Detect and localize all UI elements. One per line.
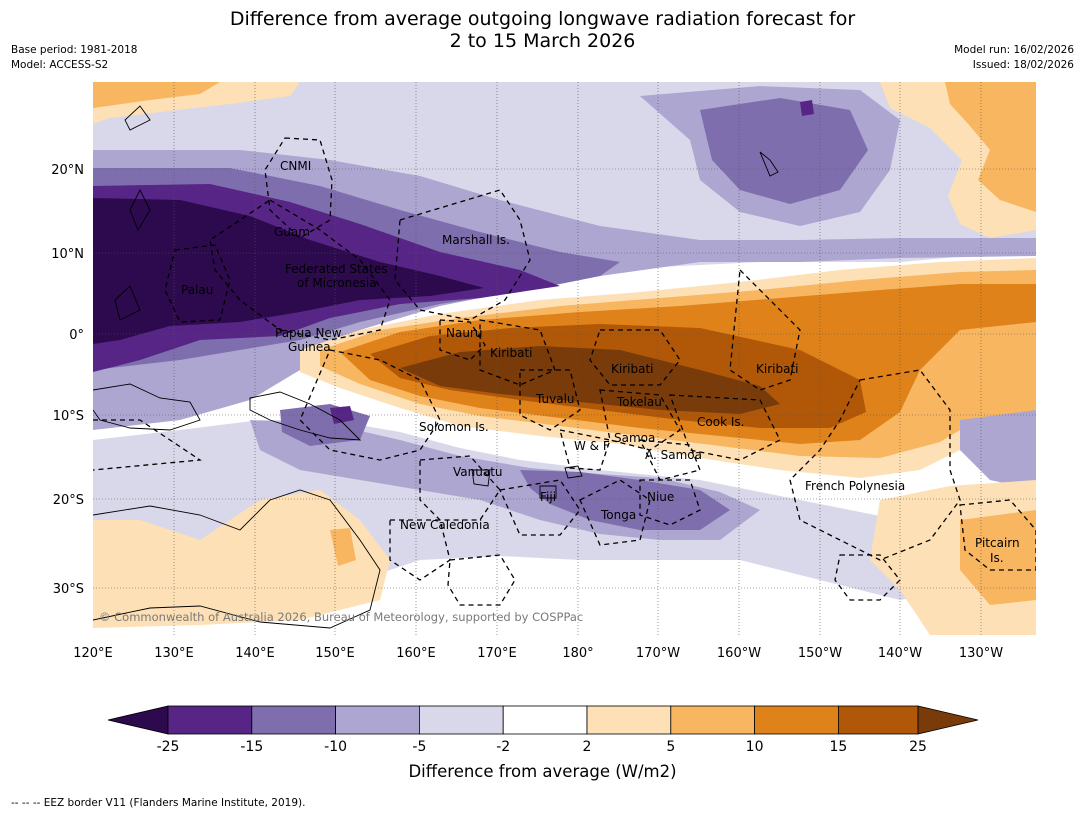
place-label-fiji: Fiji (540, 490, 556, 504)
place-label-fsm-line2: of Micronesia (297, 276, 377, 290)
place-label-guam: Guam (274, 225, 310, 239)
colorbar-tick-label: -15 (240, 739, 263, 755)
place-label-cook-is: Cook Is. (697, 415, 744, 429)
place-label-tonga: Tonga (600, 508, 636, 522)
coastlines (93, 105, 779, 629)
place-label-png-line2: Guinea (288, 340, 331, 354)
colorbar-bin (838, 705, 919, 735)
eez-borders (93, 137, 1036, 606)
colorbar-bin (251, 705, 337, 735)
y-tick-label: 30°S (53, 582, 84, 597)
place-label-wallis-futuna: W & F (574, 439, 610, 453)
colorbar-tick-label: -10 (324, 739, 347, 755)
y-axis: 20°N 10°N 0° 10°S 20°S 30°S (51, 163, 84, 597)
place-label-palau: Palau (181, 283, 213, 297)
meta-left: Base period: 1981-2018 Model: ACCESS-S2 (11, 43, 137, 73)
place-label-kiribati-central: Kiribati (611, 362, 653, 376)
colorbar-bin (167, 705, 253, 735)
place-label-american-samoa: A. Samoa (645, 448, 702, 462)
x-tick-label: 170°W (636, 646, 680, 661)
colorbar-tick-label: 5 (666, 739, 675, 755)
colorbar-bin (502, 705, 588, 735)
issued-date: Issued: 18/02/2026 (972, 59, 1074, 71)
colorbar-bin (586, 705, 672, 735)
place-label-kiribati-east: Kiribati (756, 362, 798, 376)
colorbar (107, 705, 979, 735)
place-label-pitcairn-line1: Pitcairn (975, 536, 1020, 550)
colorbar-tick-label: 2 (583, 739, 592, 755)
colorbar-title: Difference from average (W/m2) (408, 762, 677, 781)
x-axis: 120°E 130°E 140°E 150°E 160°E 170°E 180°… (73, 646, 1003, 661)
place-label-tokelau: Tokelau (616, 395, 662, 409)
place-label-nauru: Nauru (446, 326, 482, 340)
colorbar-tick-label: 25 (909, 739, 927, 755)
x-tick-label: 160°E (396, 646, 436, 661)
place-label-kiribati-west: Kiribati (490, 346, 532, 360)
y-tick-label: 20°N (51, 163, 84, 178)
meta-right: Model run: 16/02/2026 Issued: 18/02/2026 (954, 43, 1074, 73)
place-label-new-caledonia: New Caledonia (400, 518, 490, 532)
place-label-tuvalu: Tuvalu (535, 392, 575, 406)
model-run: Model run: 16/02/2026 (954, 44, 1074, 56)
place-label-solomon-is: Solomon Is. (419, 420, 489, 434)
x-tick-label: 130°W (959, 646, 1003, 661)
y-tick-label: 10°N (51, 247, 84, 262)
x-tick-label: 150°E (315, 646, 355, 661)
model-name: Model: ACCESS-S2 (11, 59, 109, 71)
colorbar-extend-high (917, 705, 979, 735)
place-labels: CNMI Guam Marshall Is. Federated States … (181, 159, 1020, 565)
colorbar-bin (670, 705, 755, 735)
colorbar-tick-label: 10 (746, 739, 764, 755)
x-tick-label: 130°E (154, 646, 194, 661)
y-tick-label: 0° (69, 328, 84, 343)
colorbar-tick-label: -5 (412, 739, 426, 755)
place-label-samoa: Samoa (614, 431, 655, 445)
base-period: Base period: 1981-2018 (11, 44, 138, 56)
colorbar-tick-label: -25 (157, 739, 180, 755)
x-tick-label: 180° (562, 646, 593, 661)
anomaly-field (93, 82, 1036, 635)
title-line-1: Difference from average outgoing longwav… (229, 8, 856, 30)
colorbar-labels: -25 -15 -10 -5 -2 2 5 10 15 25 (157, 739, 927, 755)
gridlines (93, 82, 1036, 635)
y-tick-label: 10°S (53, 409, 84, 424)
place-label-cnmi: CNMI (280, 159, 311, 173)
colorbar-bin (335, 705, 420, 735)
y-tick-label: 20°S (53, 493, 84, 508)
colorbar-bin (418, 705, 504, 735)
place-label-pitcairn-line2: Is. (990, 551, 1004, 565)
colorbar-tick-label: 15 (829, 739, 847, 755)
colorbar-tick-label: -2 (496, 739, 510, 755)
x-tick-label: 160°W (717, 646, 761, 661)
place-label-marshall-is: Marshall Is. (442, 233, 510, 247)
x-tick-label: 140°W (878, 646, 922, 661)
title-line-2: 2 to 15 March 2026 (449, 30, 636, 52)
place-label-fsm-line1: Federated States (285, 262, 387, 276)
map-title: Difference from average outgoing longwav… (0, 8, 1085, 52)
place-label-vanuatu: Vanuatu (453, 465, 503, 479)
place-label-niue: Niue (647, 490, 674, 504)
copyright-text: © Commonwealth of Australia 2026, Bureau… (99, 610, 583, 624)
colorbar-bin (754, 705, 839, 735)
x-tick-label: 120°E (73, 646, 113, 661)
eez-border-note: -- -- -- EEZ border V11 (Flanders Marine… (11, 797, 306, 809)
colorbar-extend-low (107, 705, 169, 735)
x-tick-label: 170°E (477, 646, 517, 661)
place-label-png-line1: Papua New (275, 326, 342, 340)
x-tick-label: 150°W (798, 646, 842, 661)
x-tick-label: 140°E (235, 646, 275, 661)
place-label-french-polynesia: French Polynesia (805, 479, 905, 493)
